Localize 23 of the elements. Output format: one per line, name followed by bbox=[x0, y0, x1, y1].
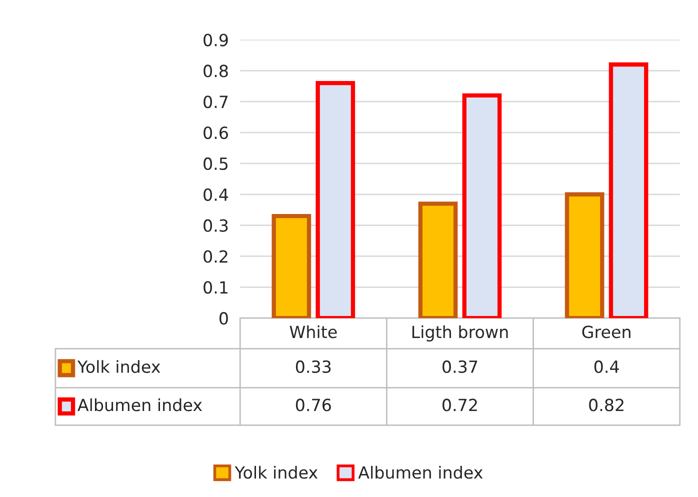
y-tick-label: 0.4 bbox=[204, 188, 228, 201]
data-label: 0.72 bbox=[442, 398, 477, 412]
x-tick-label: Green bbox=[582, 326, 630, 338]
y-tick-label: 0.9 bbox=[204, 34, 228, 46]
y-tick-label: 0.5 bbox=[204, 157, 228, 170]
y-tick-label: 0 bbox=[219, 312, 228, 325]
data-label: 0.82 bbox=[589, 398, 624, 412]
y-tick-label: 0.6 bbox=[204, 126, 228, 140]
y-tick-label: 0.2 bbox=[204, 250, 228, 263]
y-tick-label: 0.7 bbox=[204, 96, 228, 108]
y-tick-label: 0.8 bbox=[204, 64, 228, 78]
legend-label: Albumen index bbox=[78, 398, 202, 412]
x-tick-label: Ligth brown bbox=[412, 325, 508, 342]
data-label: 0.4 bbox=[594, 360, 619, 374]
text: Albumen index bbox=[358, 466, 483, 479]
text: Yolk index bbox=[234, 466, 318, 479]
data-label: 0.33 bbox=[296, 360, 331, 374]
data-label: 0.76 bbox=[296, 398, 331, 412]
data-label: 0.37 bbox=[442, 360, 478, 374]
y-tick-label: 0.3 bbox=[204, 219, 228, 232]
legend-label: Yolk index bbox=[77, 360, 160, 374]
x-tick-label: White bbox=[290, 325, 337, 338]
y-tick-label: 0.1 bbox=[204, 281, 228, 294]
